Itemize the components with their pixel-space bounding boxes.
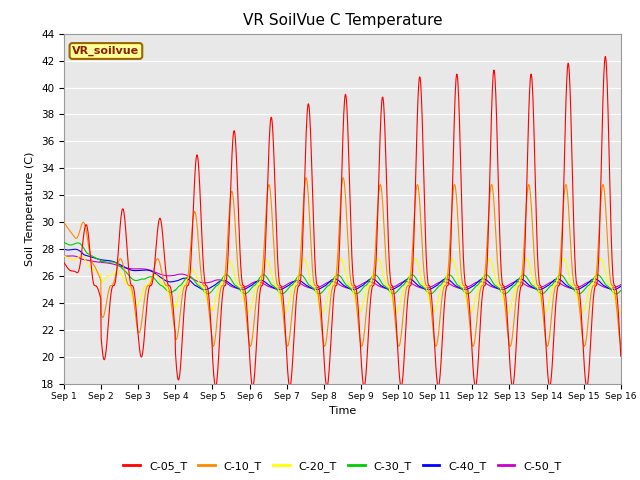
Y-axis label: Soil Temperature (C): Soil Temperature (C) bbox=[26, 152, 35, 266]
Legend: C-05_T, C-10_T, C-20_T, C-30_T, C-40_T, C-50_T: C-05_T, C-10_T, C-20_T, C-30_T, C-40_T, … bbox=[119, 457, 566, 477]
Title: VR SoilVue C Temperature: VR SoilVue C Temperature bbox=[243, 13, 442, 28]
X-axis label: Time: Time bbox=[329, 406, 356, 416]
Text: VR_soilvue: VR_soilvue bbox=[72, 46, 140, 56]
